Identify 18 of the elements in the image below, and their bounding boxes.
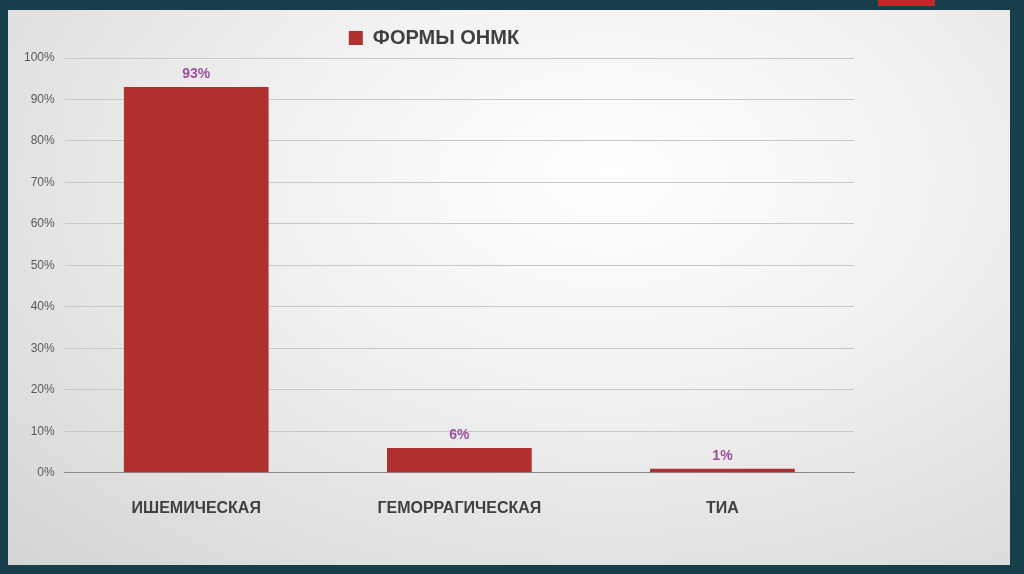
y-tick-label: 30% (30, 340, 56, 355)
y-tick-label: 10% (30, 423, 56, 438)
x-tick-label: ГЕМОРРАГИЧЕСКАЯ (377, 498, 542, 516)
y-tick-label: 100% (23, 50, 56, 65)
y-tick-label: 40% (30, 299, 56, 314)
x-tick-label: ТИА (706, 498, 740, 516)
data-label: 6% (449, 425, 471, 442)
legend-label: ФОРМЫ ОНМК (372, 25, 520, 48)
y-tick-label: 0% (37, 465, 56, 480)
y-tick-label: 60% (30, 216, 56, 231)
y-tick-label: 50% (30, 257, 56, 272)
y-tick-label: 70% (30, 174, 56, 189)
x-tick-label: ИШЕМИЧЕСКАЯ (131, 498, 261, 516)
y-tick-label: 80% (30, 133, 56, 148)
y-tick-label: 20% (30, 382, 56, 397)
y-tick-label: 90% (30, 91, 56, 106)
data-label: 1% (712, 446, 734, 463)
data-label: 93% (182, 64, 211, 81)
